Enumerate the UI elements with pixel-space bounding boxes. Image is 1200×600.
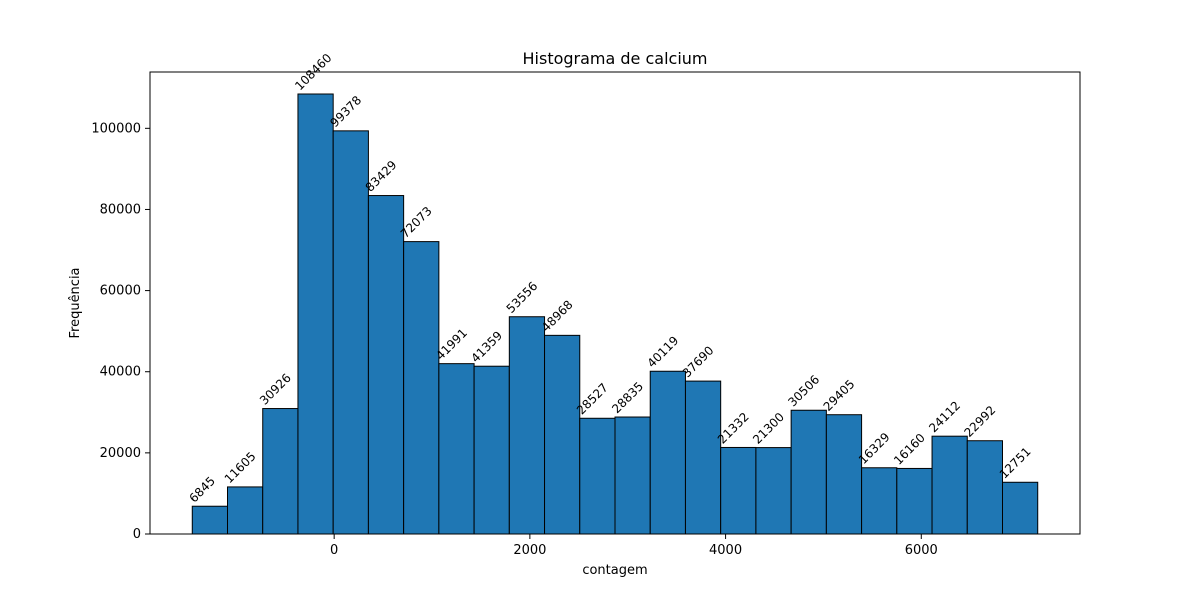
histogram-bar	[966, 440, 1003, 535]
bar-value-label: 41359	[468, 328, 505, 365]
bar-value-label: 28835	[609, 379, 646, 416]
y-tick-label: 60000	[100, 284, 141, 299]
histogram-bar	[367, 195, 405, 535]
x-tick-label: 2000	[513, 543, 546, 558]
histogram-bar	[684, 380, 722, 535]
plot-frame	[149, 71, 1081, 535]
x-tick-label: 6000	[905, 543, 938, 558]
histogram-bar	[755, 447, 792, 535]
bar-value-label: 6845	[186, 474, 217, 505]
histogram-bar	[544, 334, 581, 535]
histogram-bar	[438, 363, 475, 535]
bar-value-label: 24112	[926, 398, 963, 435]
y-tick-label: 80000	[100, 202, 141, 217]
histogram-bar	[473, 365, 510, 535]
bar-value-label: 37690	[680, 343, 717, 380]
y-tick-label: 0	[133, 527, 141, 542]
histogram-bar	[825, 414, 863, 535]
bars-group	[191, 93, 1039, 535]
bar-value-label: 53556	[504, 279, 541, 316]
y-axis: 0 20000 40000 60000 80000 100000	[91, 121, 150, 542]
bar-value-label: 16160	[891, 431, 928, 468]
bar-value-label: 21300	[750, 410, 787, 447]
histogram-bar	[579, 417, 616, 535]
x-axis: 0 2000 4000 6000	[330, 534, 938, 558]
histogram-bar	[649, 370, 686, 535]
bar-value-label: 11605	[222, 449, 259, 486]
histogram-bar	[931, 435, 968, 535]
bar-value-label: 29405	[821, 377, 858, 414]
histogram-bar	[1002, 481, 1039, 535]
y-tick-label: 20000	[100, 446, 141, 461]
y-tick-label: 100000	[91, 121, 141, 136]
histogram-bar	[227, 486, 264, 535]
y-axis-label: Frequência	[68, 267, 83, 338]
chart-title: Histograma de calcium	[523, 49, 708, 68]
histogram-bar	[896, 467, 933, 535]
histogram-bar	[262, 408, 299, 535]
bar-value-label: 30926	[257, 371, 294, 408]
histogram-bar	[508, 316, 546, 535]
histogram-bar	[191, 505, 228, 535]
histogram-bar	[614, 416, 651, 535]
x-tick-label: 4000	[709, 543, 742, 558]
histogram-bar	[332, 130, 369, 535]
y-tick-label: 40000	[100, 365, 141, 380]
bar-value-label: 30506	[785, 372, 822, 409]
histogram-bar	[720, 446, 757, 535]
x-tick-label: 0	[330, 543, 338, 558]
bar-value-label: 40119	[644, 333, 681, 370]
histogram-bar	[861, 467, 898, 535]
histogram-bar	[403, 241, 440, 535]
bar-value-label: 48968	[539, 298, 576, 335]
bar-value-label: 22992	[961, 403, 998, 440]
histogram-bar	[297, 93, 334, 535]
histogram-bar	[790, 409, 827, 535]
x-axis-label: contagem	[582, 563, 647, 578]
